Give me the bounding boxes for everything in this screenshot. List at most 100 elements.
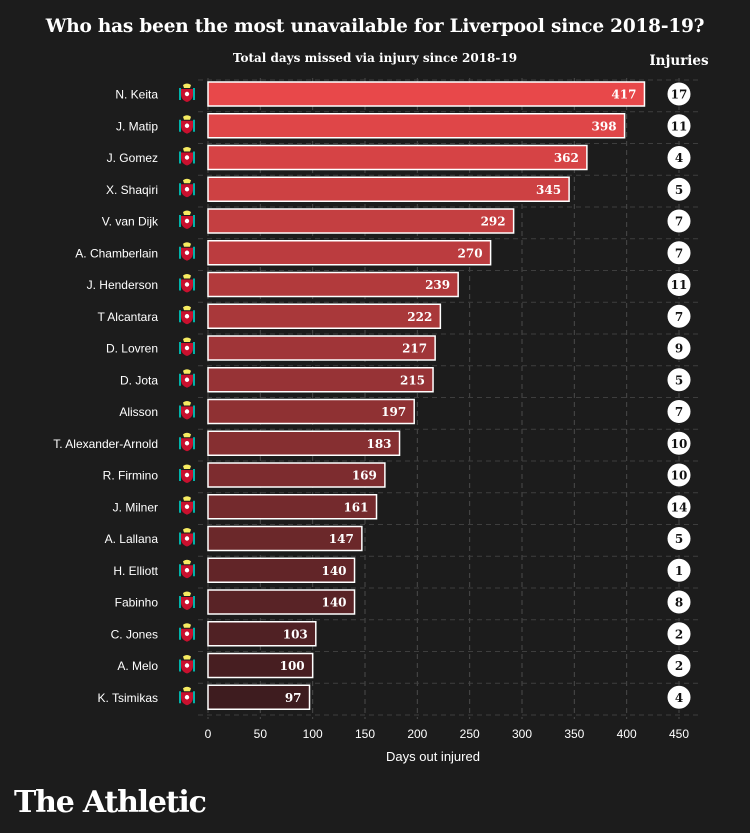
- bar: [207, 557, 356, 583]
- x-tick-label: 300: [512, 727, 532, 741]
- bar-value-label: 140: [321, 564, 346, 578]
- chart-row: X. Shaqiri 345 5: [106, 176, 692, 202]
- bar: [207, 494, 378, 520]
- liverpool-crest-icon: [179, 369, 195, 388]
- injury-count-badge: [666, 145, 692, 170]
- injury-count-label: 5: [675, 532, 683, 546]
- bar: [207, 208, 515, 234]
- injury-count-label: 1: [675, 564, 683, 578]
- liverpool-crest-icon: [179, 337, 195, 356]
- bar-value-label: 103: [283, 627, 308, 641]
- injury-count-label: 9: [675, 342, 683, 356]
- injury-count-label: 4: [675, 691, 683, 705]
- bar-value-label: 239: [425, 278, 450, 292]
- bar: [207, 303, 442, 329]
- player-name-label: H. Elliott: [113, 564, 158, 578]
- injury-count-label: 4: [675, 151, 683, 165]
- x-tick-label: 450: [669, 727, 689, 741]
- player-name-label: A. Lallana: [105, 532, 159, 546]
- x-axis-label: Days out injured: [386, 749, 480, 764]
- bar: [207, 462, 386, 488]
- the-athletic-logo: The Athletic: [14, 785, 207, 820]
- liverpool-crest-icon: [179, 147, 195, 166]
- liverpool-crest-icon: [179, 115, 195, 134]
- liverpool-crest-icon: [179, 274, 195, 293]
- chart-row: N. Keita 417 17: [115, 81, 692, 107]
- chart-subtitle: Total days missed via injury since 2018-…: [232, 51, 518, 65]
- bar-value-label: 147: [329, 532, 354, 546]
- injury-count-badge: [666, 272, 692, 297]
- bar: [207, 81, 646, 107]
- bar-value-label: 362: [554, 151, 579, 165]
- bar: [207, 113, 626, 139]
- chart-row: K. Tsimikas 97 4: [98, 684, 692, 710]
- chart-row: Alisson 197 7: [119, 398, 692, 425]
- chart-row: Fabinho 140 8: [115, 589, 692, 615]
- injury-count-label: 7: [675, 246, 683, 260]
- liverpool-crest-icon: [179, 686, 195, 706]
- chart-row: T Alcantara 222 7: [98, 303, 692, 329]
- bar: [207, 271, 459, 298]
- liverpool-crest-icon: [179, 528, 195, 547]
- injury-count-label: 10: [671, 469, 688, 483]
- bar: [207, 367, 434, 393]
- x-tick-label: 100: [303, 727, 323, 741]
- bar-value-label: 345: [536, 183, 561, 197]
- chart-row: A. Melo 100 2: [117, 652, 692, 679]
- injury-count-badge: [666, 81, 692, 107]
- liverpool-crest-icon: [179, 83, 195, 102]
- player-name-label: J. Milner: [113, 500, 158, 514]
- bar: [207, 621, 317, 647]
- liverpool-crest-icon: [179, 655, 195, 674]
- bar-value-label: 270: [458, 246, 483, 260]
- player-name-label: R. Firmino: [103, 469, 159, 483]
- chart-row: T. Alexander-Arnold 183 10: [53, 430, 692, 456]
- chart-row: D. Lovren 217 9: [106, 335, 692, 361]
- liverpool-crest-icon: [179, 305, 195, 325]
- bar: [207, 240, 492, 266]
- injury-count-label: 17: [671, 88, 688, 102]
- player-name-label: K. Tsimikas: [98, 691, 158, 705]
- chart-row: J. Henderson 239 11: [87, 271, 692, 298]
- x-tick-label: 150: [355, 727, 375, 741]
- player-name-label: J. Matip: [116, 119, 158, 133]
- injury-count-label: 7: [675, 215, 683, 229]
- liverpool-crest-icon: [179, 178, 195, 198]
- injury-count-badge: [666, 494, 692, 520]
- bar-value-label: 398: [592, 119, 617, 133]
- injury-count-label: 8: [675, 596, 683, 610]
- player-name-label: A. Melo: [117, 659, 158, 673]
- injury-count-badge: [666, 303, 692, 329]
- bar-value-label: 215: [400, 373, 425, 387]
- bar-value-label: 97: [285, 691, 302, 705]
- x-tick-label: 400: [617, 727, 637, 741]
- bar-value-label: 161: [343, 500, 368, 514]
- bar-value-label: 197: [381, 405, 406, 419]
- injury-count-label: 10: [671, 437, 688, 451]
- x-tick-label: 50: [254, 727, 268, 741]
- bar: [207, 176, 570, 202]
- injury-count-label: 2: [675, 627, 683, 641]
- liverpool-crest-icon: [179, 591, 195, 610]
- liverpool-crest-icon: [179, 464, 195, 483]
- injury-count-badge: [666, 589, 692, 615]
- injury-count-badge: [666, 462, 692, 488]
- player-name-label: D. Lovren: [106, 342, 158, 356]
- x-tick-label: 250: [460, 727, 480, 741]
- x-tick-label: 0: [205, 727, 212, 741]
- chart-title: Who has been the most unavailable for Li…: [45, 16, 705, 37]
- bar-value-label: 417: [611, 88, 636, 102]
- chart-rows: N. Keita 417 17J. Matip 398 11J. Gomez 362 4X.…: [53, 81, 692, 710]
- injury-count-label: 5: [675, 373, 683, 387]
- liverpool-crest-icon: [179, 210, 195, 229]
- chart-row: A. Chamberlain 270 7: [75, 240, 692, 266]
- injury-count-label: 5: [675, 183, 683, 197]
- bar: [207, 335, 436, 361]
- chart-row: C. Jones 103 2: [111, 621, 692, 647]
- injuries-column-header: Injuries: [649, 53, 709, 69]
- injury-count-badge: [666, 176, 692, 202]
- liverpool-crest-icon: [179, 242, 195, 261]
- injury-count-label: 2: [675, 659, 683, 673]
- player-name-label: X. Shaqiri: [106, 183, 158, 197]
